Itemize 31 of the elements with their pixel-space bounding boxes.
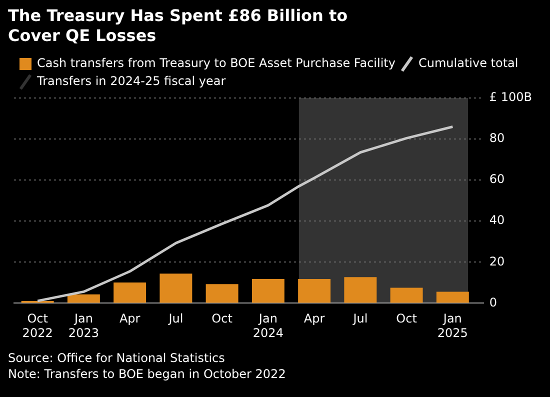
legend-label: Transfers in 2024-25 fiscal year <box>36 74 226 88</box>
legend-label: Cash transfers from Treasury to BOE Asset Purchase Facility <box>37 56 396 70</box>
x-tick-label: Apr <box>119 312 140 326</box>
y-tick-label: 40 <box>489 213 505 228</box>
x-tick-label: Oct 2022 <box>22 312 53 340</box>
bar <box>206 284 238 303</box>
bar <box>252 278 284 303</box>
x-tick-label: Jan 2023 <box>68 312 99 340</box>
source-note: Source: Office for National Statistics <box>8 350 226 366</box>
bar <box>160 274 192 303</box>
bar <box>298 278 331 303</box>
chart-title: The Treasury Has Spent £86 Billion to Cover QE Losses <box>8 6 349 46</box>
legend-label: Cumulative total <box>418 56 518 70</box>
bar <box>67 294 100 303</box>
x-tick-label: Oct <box>212 312 233 326</box>
x-tick-label: Jul <box>168 312 184 326</box>
x-tick-label: Jan 2024 <box>252 312 284 340</box>
bar <box>344 277 377 303</box>
y-tick-label: 80 <box>489 131 505 146</box>
x-tick-label: Apr <box>304 312 325 326</box>
text: Note: Transfers to BOE began in October 2022 <box>8 366 287 382</box>
x-tick-label: Jan 2025 <box>437 312 468 340</box>
bar <box>390 288 423 303</box>
bar <box>436 292 469 303</box>
x-tick-label: Jul <box>352 312 368 326</box>
y-tick-label: £ 100B <box>489 90 532 104</box>
x-tick-label: Oct <box>396 312 418 326</box>
y-tick-label: 60 <box>489 172 505 186</box>
y-tick-label: 0 <box>489 295 498 310</box>
bar <box>114 282 146 303</box>
y-tick-label: 20 <box>489 254 505 268</box>
